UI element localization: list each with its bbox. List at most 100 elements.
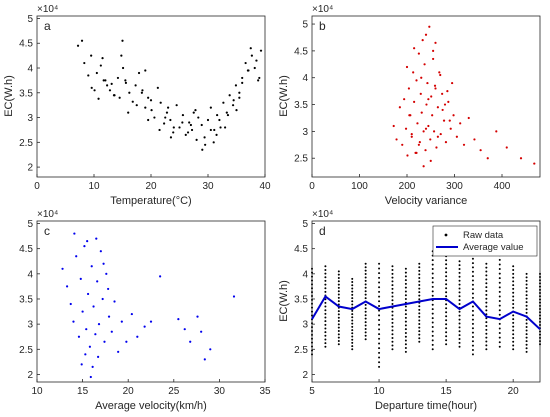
x-tick-label: 30: [214, 386, 226, 397]
raw-data-point: [418, 287, 421, 290]
panel-a-plot-area: [36, 15, 266, 178]
raw-data-point: [525, 276, 528, 279]
x-tick-label: 200: [399, 181, 416, 192]
data-point: [235, 109, 238, 112]
raw-data-point: [485, 262, 488, 265]
raw-data-point: [525, 301, 528, 304]
data-point: [423, 63, 426, 66]
raw-data-point: [351, 290, 354, 293]
panel-a-yticks: 2 2.5 3 3.5 4 4.5 5: [19, 14, 40, 174]
x-tick-label: 35: [259, 386, 271, 397]
raw-data-point: [485, 344, 488, 347]
raw-data-point: [485, 301, 488, 304]
raw-data-point: [364, 269, 367, 272]
raw-data-point: [391, 310, 394, 313]
raw-data-point: [378, 328, 381, 331]
raw-data-point: [485, 309, 488, 312]
raw-data-point: [539, 304, 541, 307]
data-point: [432, 49, 435, 52]
y-tick-label: 4: [302, 269, 308, 280]
raw-data-point: [337, 323, 340, 326]
raw-data-point: [324, 268, 327, 271]
raw-data-point: [418, 315, 421, 318]
data-point: [197, 116, 200, 119]
raw-data-point: [351, 281, 354, 284]
raw-data-point: [445, 315, 448, 318]
raw-data-point: [324, 309, 327, 312]
panel-c-yticks: 2 2.5 3 3.5 4 4.5 5: [19, 219, 40, 381]
raw-data-point: [471, 275, 474, 278]
panel-b-yticks: 2.5 3 3.5 4 4.5 5: [294, 20, 315, 165]
raw-data-point: [311, 283, 313, 286]
raw-data-point: [364, 307, 367, 310]
raw-data-point: [311, 349, 313, 352]
data-point: [428, 25, 431, 28]
raw-data-point: [539, 285, 541, 288]
raw-data-point: [485, 332, 488, 335]
data-point: [434, 87, 437, 90]
raw-data-point: [391, 344, 394, 347]
raw-data-point: [351, 277, 354, 280]
x-tick-label: 25: [168, 386, 180, 397]
raw-data-point: [364, 293, 367, 296]
panel-b-points: [392, 25, 536, 168]
raw-data-point: [525, 340, 528, 343]
raw-data-point: [458, 318, 461, 321]
raw-data-point: [418, 294, 421, 297]
data-point: [106, 84, 109, 87]
raw-data-point: [364, 283, 367, 286]
raw-data-point: [418, 337, 421, 340]
data-point: [178, 126, 181, 129]
raw-data-point: [471, 296, 474, 299]
raw-data-point: [364, 286, 367, 289]
data-point: [253, 66, 256, 70]
raw-data-point: [391, 284, 394, 287]
data-point: [156, 86, 159, 89]
raw-data-point: [378, 337, 381, 340]
raw-data-point: [431, 285, 434, 288]
raw-data-point: [539, 282, 541, 285]
raw-data-point: [458, 341, 461, 344]
raw-data-point: [337, 313, 340, 316]
data-point: [124, 81, 128, 84]
raw-data-point: [431, 330, 434, 333]
data-point: [140, 91, 143, 94]
data-point: [412, 71, 415, 74]
data-point: [99, 64, 102, 67]
raw-data-point: [311, 341, 313, 344]
raw-data-point: [539, 324, 541, 327]
raw-data-point: [391, 280, 394, 283]
raw-data-point: [324, 276, 327, 279]
data-point: [83, 61, 86, 65]
y-tick-label: 2: [27, 163, 33, 174]
raw-data-point: [311, 314, 313, 317]
data-point: [222, 101, 225, 104]
raw-data-point: [311, 353, 313, 356]
raw-data-point: [431, 339, 434, 342]
raw-data-point: [311, 322, 313, 325]
y-tick-label: 3: [302, 127, 308, 138]
raw-data-point: [311, 345, 313, 348]
data-point: [213, 128, 216, 132]
data-point: [189, 340, 192, 343]
data-point: [72, 320, 75, 323]
raw-data-point: [525, 308, 528, 311]
raw-data-point: [311, 295, 313, 298]
data-point: [186, 131, 190, 134]
raw-data-point: [404, 282, 407, 285]
raw-data-point: [471, 288, 474, 291]
data-point: [444, 141, 448, 144]
y-tick-label: 3: [302, 320, 308, 331]
data-point: [232, 99, 235, 102]
data-point: [84, 353, 87, 356]
raw-data-point: [445, 339, 448, 342]
data-point: [417, 52, 420, 55]
raw-data-point: [512, 287, 515, 290]
raw-data-point: [351, 345, 354, 348]
raw-data-point: [458, 303, 461, 306]
panel-c-exponent: ×10⁴: [37, 209, 58, 220]
panel-a-xticks: 0 10 20 30 40: [34, 174, 271, 192]
raw-data-point: [404, 290, 407, 293]
raw-data-point: [364, 276, 367, 279]
raw-data-point: [498, 336, 501, 339]
